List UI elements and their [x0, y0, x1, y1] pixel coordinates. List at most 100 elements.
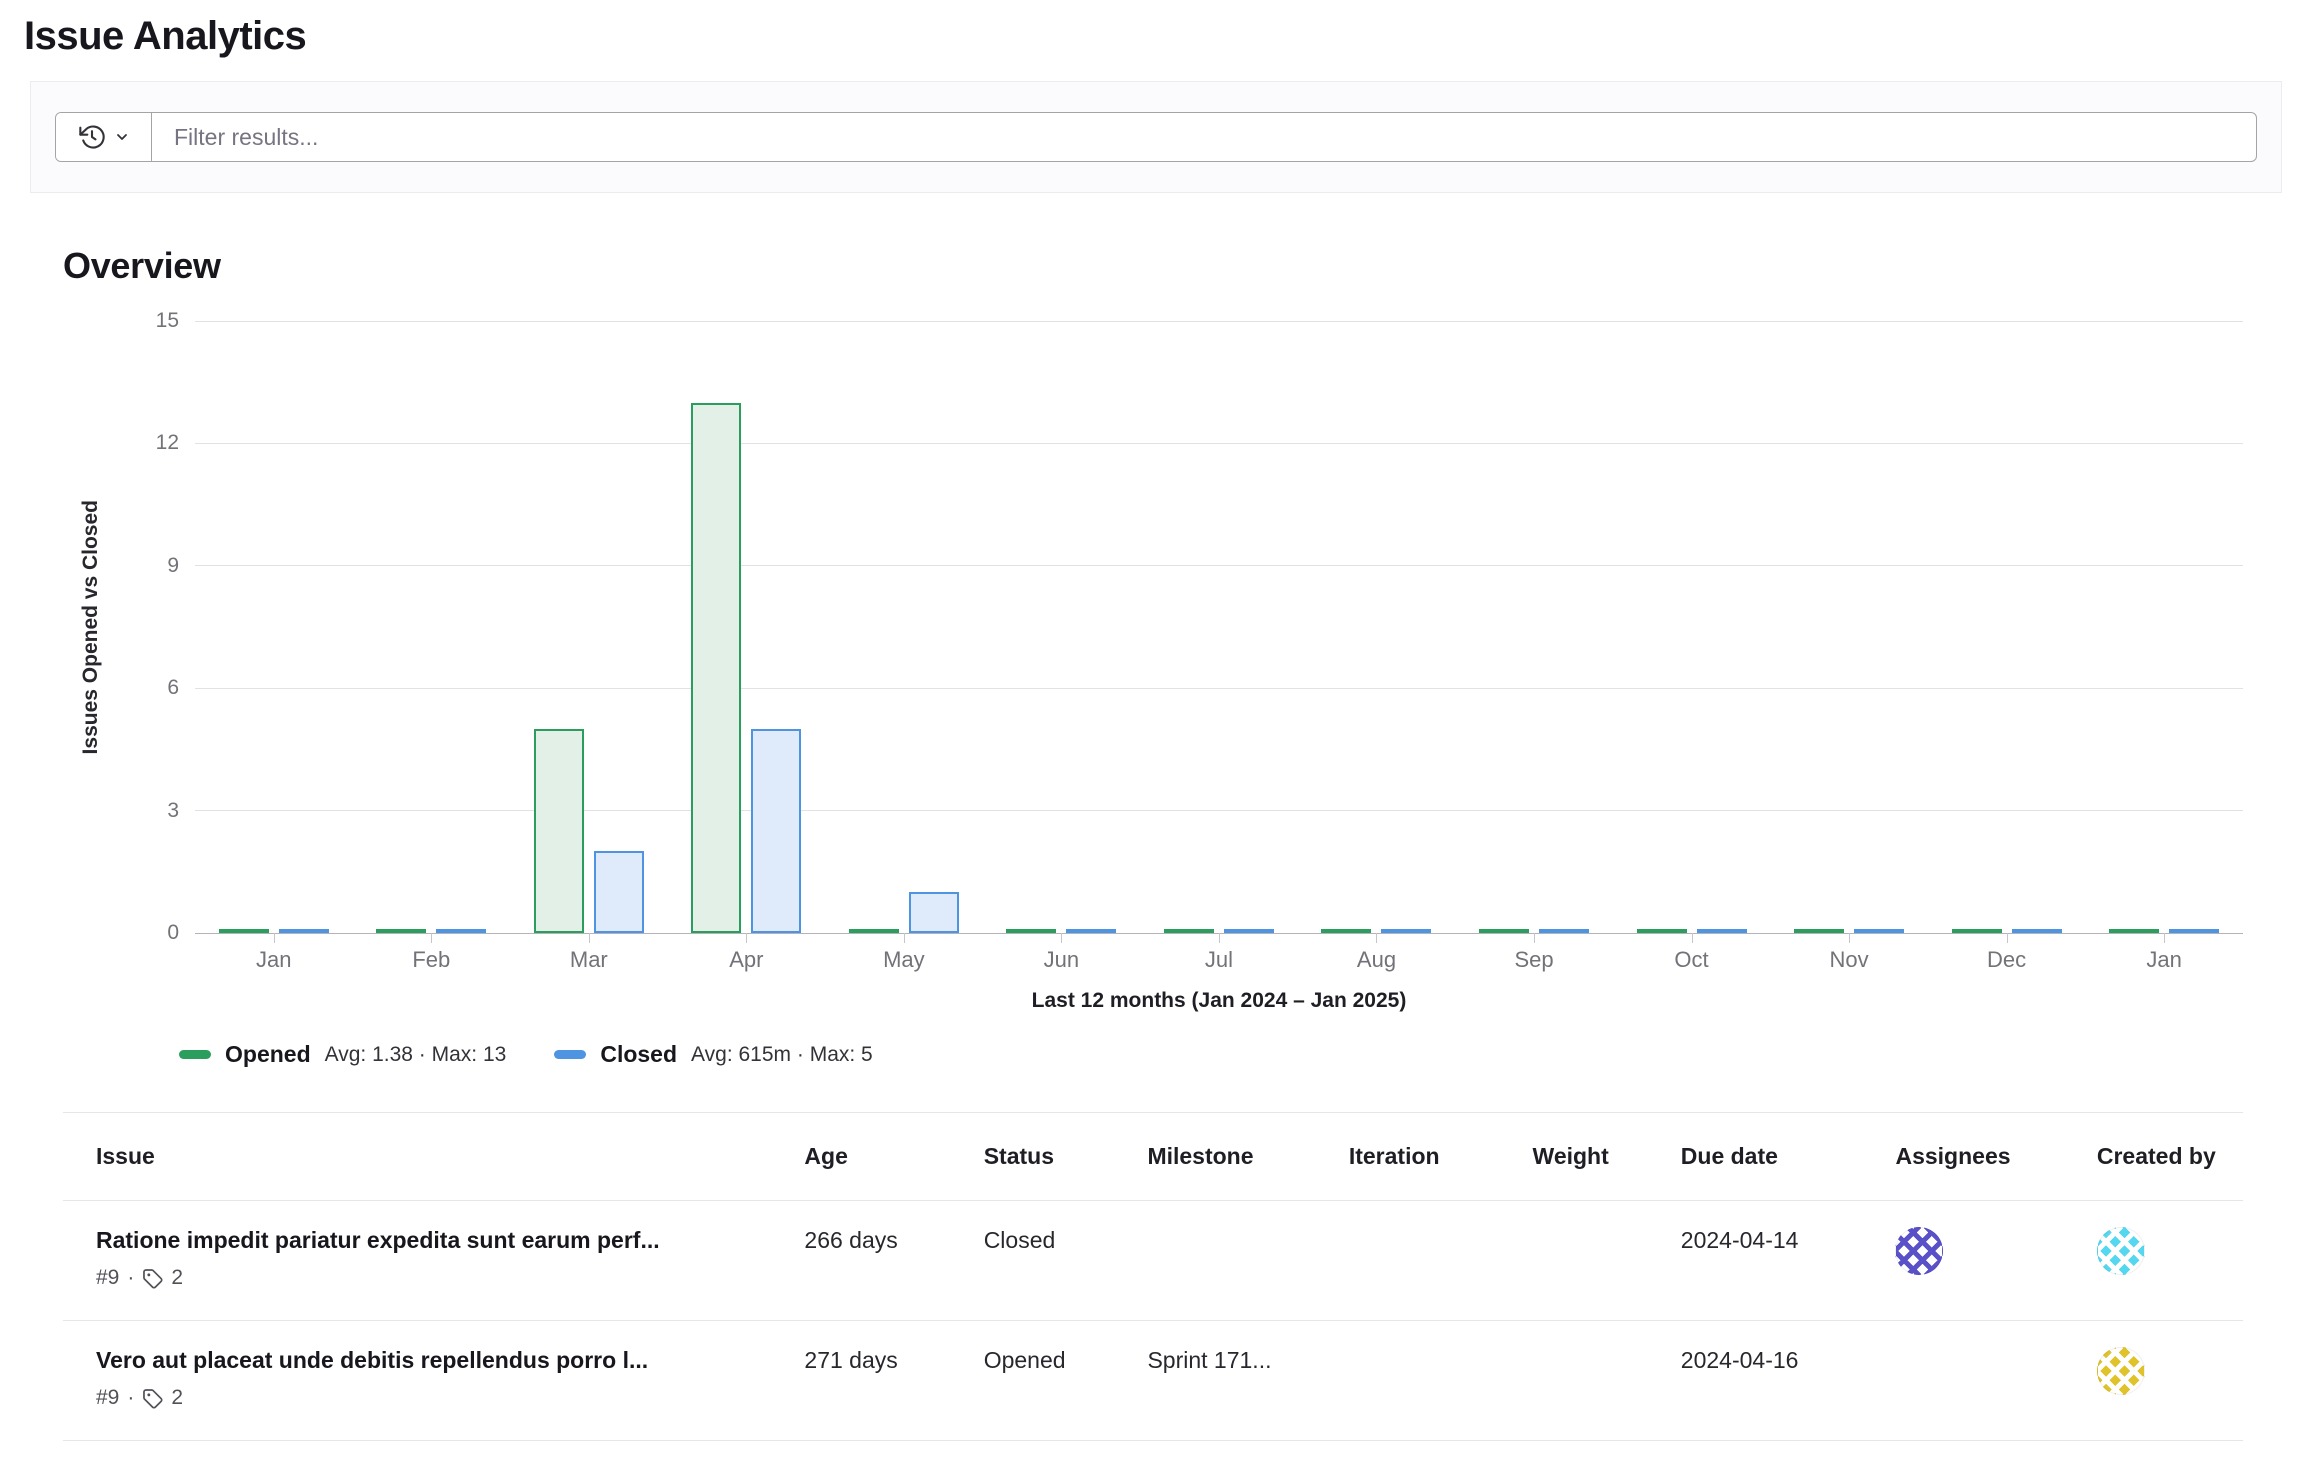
page-title: Issue Analytics — [24, 14, 307, 58]
issues-table: Issue Age Status Milestone Iteration Weight Du… — [63, 1112, 2243, 1441]
bar-closed-oct-9[interactable] — [1696, 929, 1747, 933]
month-label-apr-3: Apr — [729, 947, 764, 972]
filter-results-input[interactable] — [152, 113, 2256, 161]
bar-opened-apr-3[interactable] — [691, 402, 742, 933]
bar-opened-jun-5[interactable] — [1006, 929, 1057, 933]
bar-closed-may-4[interactable] — [908, 892, 959, 933]
created-by-cell — [2096, 1200, 2243, 1321]
bar-opened-oct-9[interactable] — [1636, 929, 1687, 933]
chart-month-slot-feb-1 — [353, 321, 511, 943]
column-header-weight: Weight — [1532, 1112, 1681, 1201]
bar-closed-jun-5[interactable] — [1066, 929, 1117, 933]
bar-closed-aug-7[interactable] — [1381, 929, 1432, 933]
column-header-iteration: Iteration — [1348, 1112, 1533, 1201]
bar-opened-may-4[interactable] — [848, 929, 899, 933]
chart-x-axis-title: Last 12 months (Jan 2024 – Jan 2025) — [1031, 989, 1407, 1012]
chart-plot: 15 12 9 6 3 0 — [156, 309, 2243, 944]
table-header-row: Issue Age Status Milestone Iteration Weight Du… — [63, 1112, 2243, 1201]
chart-month-slot-jun-5 — [983, 321, 1141, 943]
bar-closed-feb-1[interactable] — [436, 929, 487, 933]
legend-swatch-opened — [179, 1050, 211, 1059]
status-cell: Closed — [983, 1200, 1148, 1321]
filter-history-button[interactable] — [56, 113, 152, 161]
meta-separator: · — [127, 1266, 135, 1289]
legend-swatch-closed — [554, 1050, 587, 1059]
month-label-jan-0: Jan — [256, 947, 292, 972]
y-tick-label: 9 — [167, 553, 179, 577]
legend-meta: Avg: 615m · Max: 5 — [691, 1042, 873, 1066]
column-header-status: Status — [983, 1112, 1148, 1201]
issue-title-link[interactable]: Vero aut placeat unde debitis repellendu… — [96, 1347, 649, 1373]
bar-closed-sep-8[interactable] — [1539, 929, 1590, 933]
bar-opened-jan-0[interactable] — [218, 929, 269, 933]
month-label-sep-8: Sep — [1514, 947, 1554, 972]
bar-opened-dec-11[interactable] — [1951, 929, 2002, 933]
y-tick-label: 3 — [167, 798, 179, 822]
month-label-dec-11: Dec — [1987, 947, 2027, 972]
bar-closed-nov-10[interactable] — [1854, 929, 1905, 933]
bar-opened-sep-8[interactable] — [1479, 929, 1530, 933]
chart-month-slot-aug-7 — [1298, 321, 1456, 943]
label-tag-icon — [143, 1388, 163, 1409]
chart-month-slot-may-4 — [825, 321, 983, 943]
milestone-cell — [1147, 1200, 1349, 1321]
column-header-assignees: Assignees — [1895, 1112, 2097, 1201]
legend-item-closed[interactable]: Closed Avg: 615m · Max: 5 — [554, 1041, 873, 1068]
issue-meta: #9 · 2 — [96, 1266, 792, 1290]
bar-opened-nov-10[interactable] — [1794, 929, 1845, 933]
bar-closed-jan-12[interactable] — [2169, 929, 2220, 933]
due-date-cell: 2024-04-14 — [1680, 1200, 1896, 1321]
y-tick-label: 6 — [167, 676, 179, 700]
column-header-due-date: Due date — [1680, 1112, 1896, 1201]
milestone-cell: Sprint 171... — [1147, 1320, 1349, 1441]
label-tag-icon-wrap — [142, 1388, 163, 1409]
chart-month-slot-jul-6 — [1140, 321, 1298, 943]
month-label-jun-5: Jun — [1043, 947, 1080, 972]
bar-closed-dec-11[interactable] — [2011, 929, 2062, 933]
issues-chart: Issues Opened vs Closed 15 12 9 6 3 0 Jan Feb M… — [63, 309, 2243, 1068]
legend-item-opened[interactable]: Opened Avg: 1.38 · Max: 13 — [179, 1041, 506, 1068]
bar-opened-aug-7[interactable] — [1321, 929, 1372, 933]
month-label-feb-1: Feb — [412, 947, 451, 972]
bar-opened-jul-6[interactable] — [1163, 929, 1214, 933]
bar-opened-mar-2[interactable] — [533, 729, 584, 933]
chart-month-slot-jan-12 — [2085, 321, 2243, 943]
y-tick-label: 0 — [167, 921, 179, 944]
created-by-avatar[interactable] — [2096, 1347, 2145, 1395]
month-label-jan-12: Jan — [2146, 947, 2182, 972]
y-tick-label: 15 — [155, 309, 179, 332]
bar-closed-jul-6[interactable] — [1223, 929, 1274, 933]
overview-heading: Overview — [63, 245, 221, 286]
filter-panel — [30, 81, 2282, 193]
column-header-age: Age — [804, 1112, 984, 1201]
bar-opened-feb-1[interactable] — [376, 929, 427, 933]
bar-closed-mar-2[interactable] — [593, 851, 644, 933]
bar-opened-jan-12[interactable] — [2109, 929, 2160, 933]
month-label-jul-6: Jul — [1204, 947, 1234, 972]
assignee-avatar[interactable] — [1895, 1227, 1944, 1275]
issue-ref: #9 — [96, 1266, 120, 1289]
chart-month-slot-dec-11 — [1928, 321, 2086, 943]
bar-closed-jan-0[interactable] — [278, 929, 329, 933]
column-header-created-by: Created by — [2096, 1112, 2243, 1201]
month-label-oct-9: Oct — [1674, 947, 1709, 972]
month-label-mar-2: Mar — [569, 947, 608, 972]
chart-month-slot-jan-0 — [195, 321, 353, 943]
chart-legend: Opened Avg: 1.38 · Max: 13 Closed Avg: 615m… — [179, 1041, 2243, 1068]
legend-meta: Avg: 1.38 · Max: 13 — [324, 1042, 507, 1066]
history-icon — [78, 123, 106, 151]
legend-name: Opened — [225, 1041, 311, 1067]
month-label-may-4: May — [883, 947, 925, 972]
column-header-milestone: Milestone — [1147, 1112, 1349, 1201]
issue-cell: Ratione impedit pariatur expedita sunt e… — [63, 1200, 805, 1321]
bar-closed-apr-3[interactable] — [751, 729, 802, 933]
column-header-issue: Issue — [63, 1112, 805, 1201]
gridline-6 — [195, 687, 2243, 689]
created-by-avatar[interactable] — [2096, 1227, 2145, 1275]
chart-month-slot-mar-2 — [510, 321, 668, 943]
gridline-15 — [195, 320, 2243, 322]
label-count: 2 — [171, 1386, 184, 1409]
iteration-cell — [1348, 1200, 1533, 1321]
issue-title-link[interactable]: Ratione impedit pariatur expedita sunt e… — [96, 1227, 660, 1253]
issue-ref: #9 — [96, 1386, 120, 1409]
